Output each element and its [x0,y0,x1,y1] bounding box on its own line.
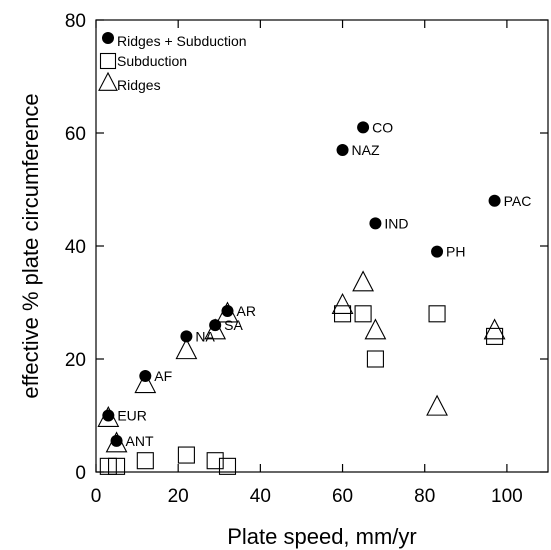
subduction-point [177,446,195,464]
y-axis-title: effective % plate circumference [18,93,43,398]
point-label: NAZ [352,142,380,158]
point-label: EUR [117,408,147,424]
point-label: AF [154,368,172,384]
legend-marker-ridges [98,71,118,91]
point-label: AR [236,303,255,319]
ridges-subduction-point [209,319,222,332]
point-label: PH [446,244,465,260]
x-tick-label: 0 [91,486,102,507]
ridges-point [134,372,157,394]
ridges-subduction-point [221,304,234,317]
y-tick-label: 80 [65,11,86,32]
legend-marker-ridges-subduction [102,32,114,44]
subduction-point [107,457,126,475]
y-tick-label: 40 [65,237,86,258]
ridges-subduction-point [102,409,115,422]
x-tick-label: 20 [168,486,189,507]
ridges-point [175,338,198,360]
ridges-point [483,318,506,340]
legend-label: Ridges + Subduction [117,33,247,49]
ridges-subduction-point [488,194,501,207]
y-tick-label: 20 [65,350,86,371]
subduction-point [218,457,237,475]
ridges-subduction-point [110,434,123,447]
point-label: CO [372,119,393,135]
y-tick-label: 60 [65,124,86,145]
subduction-point [354,305,372,323]
ridges-subduction-point [431,245,444,258]
x-tick-label: 100 [491,486,523,507]
ridges-subduction-point [336,143,349,156]
plot-frame [95,19,549,473]
point-label: SA [224,317,243,333]
subduction-point [428,305,446,323]
x-tick-label: 60 [332,486,353,507]
x-tick-label: 80 [414,486,435,507]
ridges-point [364,318,387,340]
x-axis-title: Plate speed, mm/yr [227,524,417,549]
legend-label: Subduction [117,53,187,69]
y-tick-label: 0 [75,463,86,484]
ridges-subduction-point [139,369,152,382]
subduction-point [206,452,224,470]
ridges-point [352,270,374,292]
point-label: ANT [126,433,154,449]
legend-marker-subduction [99,52,117,70]
ridges-subduction-point [357,121,370,134]
ridges-point [331,292,354,314]
point-label: NA [195,328,215,344]
subduction-point [136,452,154,470]
ridges-subduction-point [180,330,193,343]
point-label: PAC [504,193,532,209]
x-tick-label: 40 [250,486,271,507]
ridges-subduction-point [369,217,382,230]
ridges-point [426,394,448,416]
subduction-point [486,327,504,345]
subduction-point [366,350,384,368]
legend-label: Ridges [117,77,161,93]
ridges-point [204,318,227,340]
point-label: IND [384,215,408,231]
